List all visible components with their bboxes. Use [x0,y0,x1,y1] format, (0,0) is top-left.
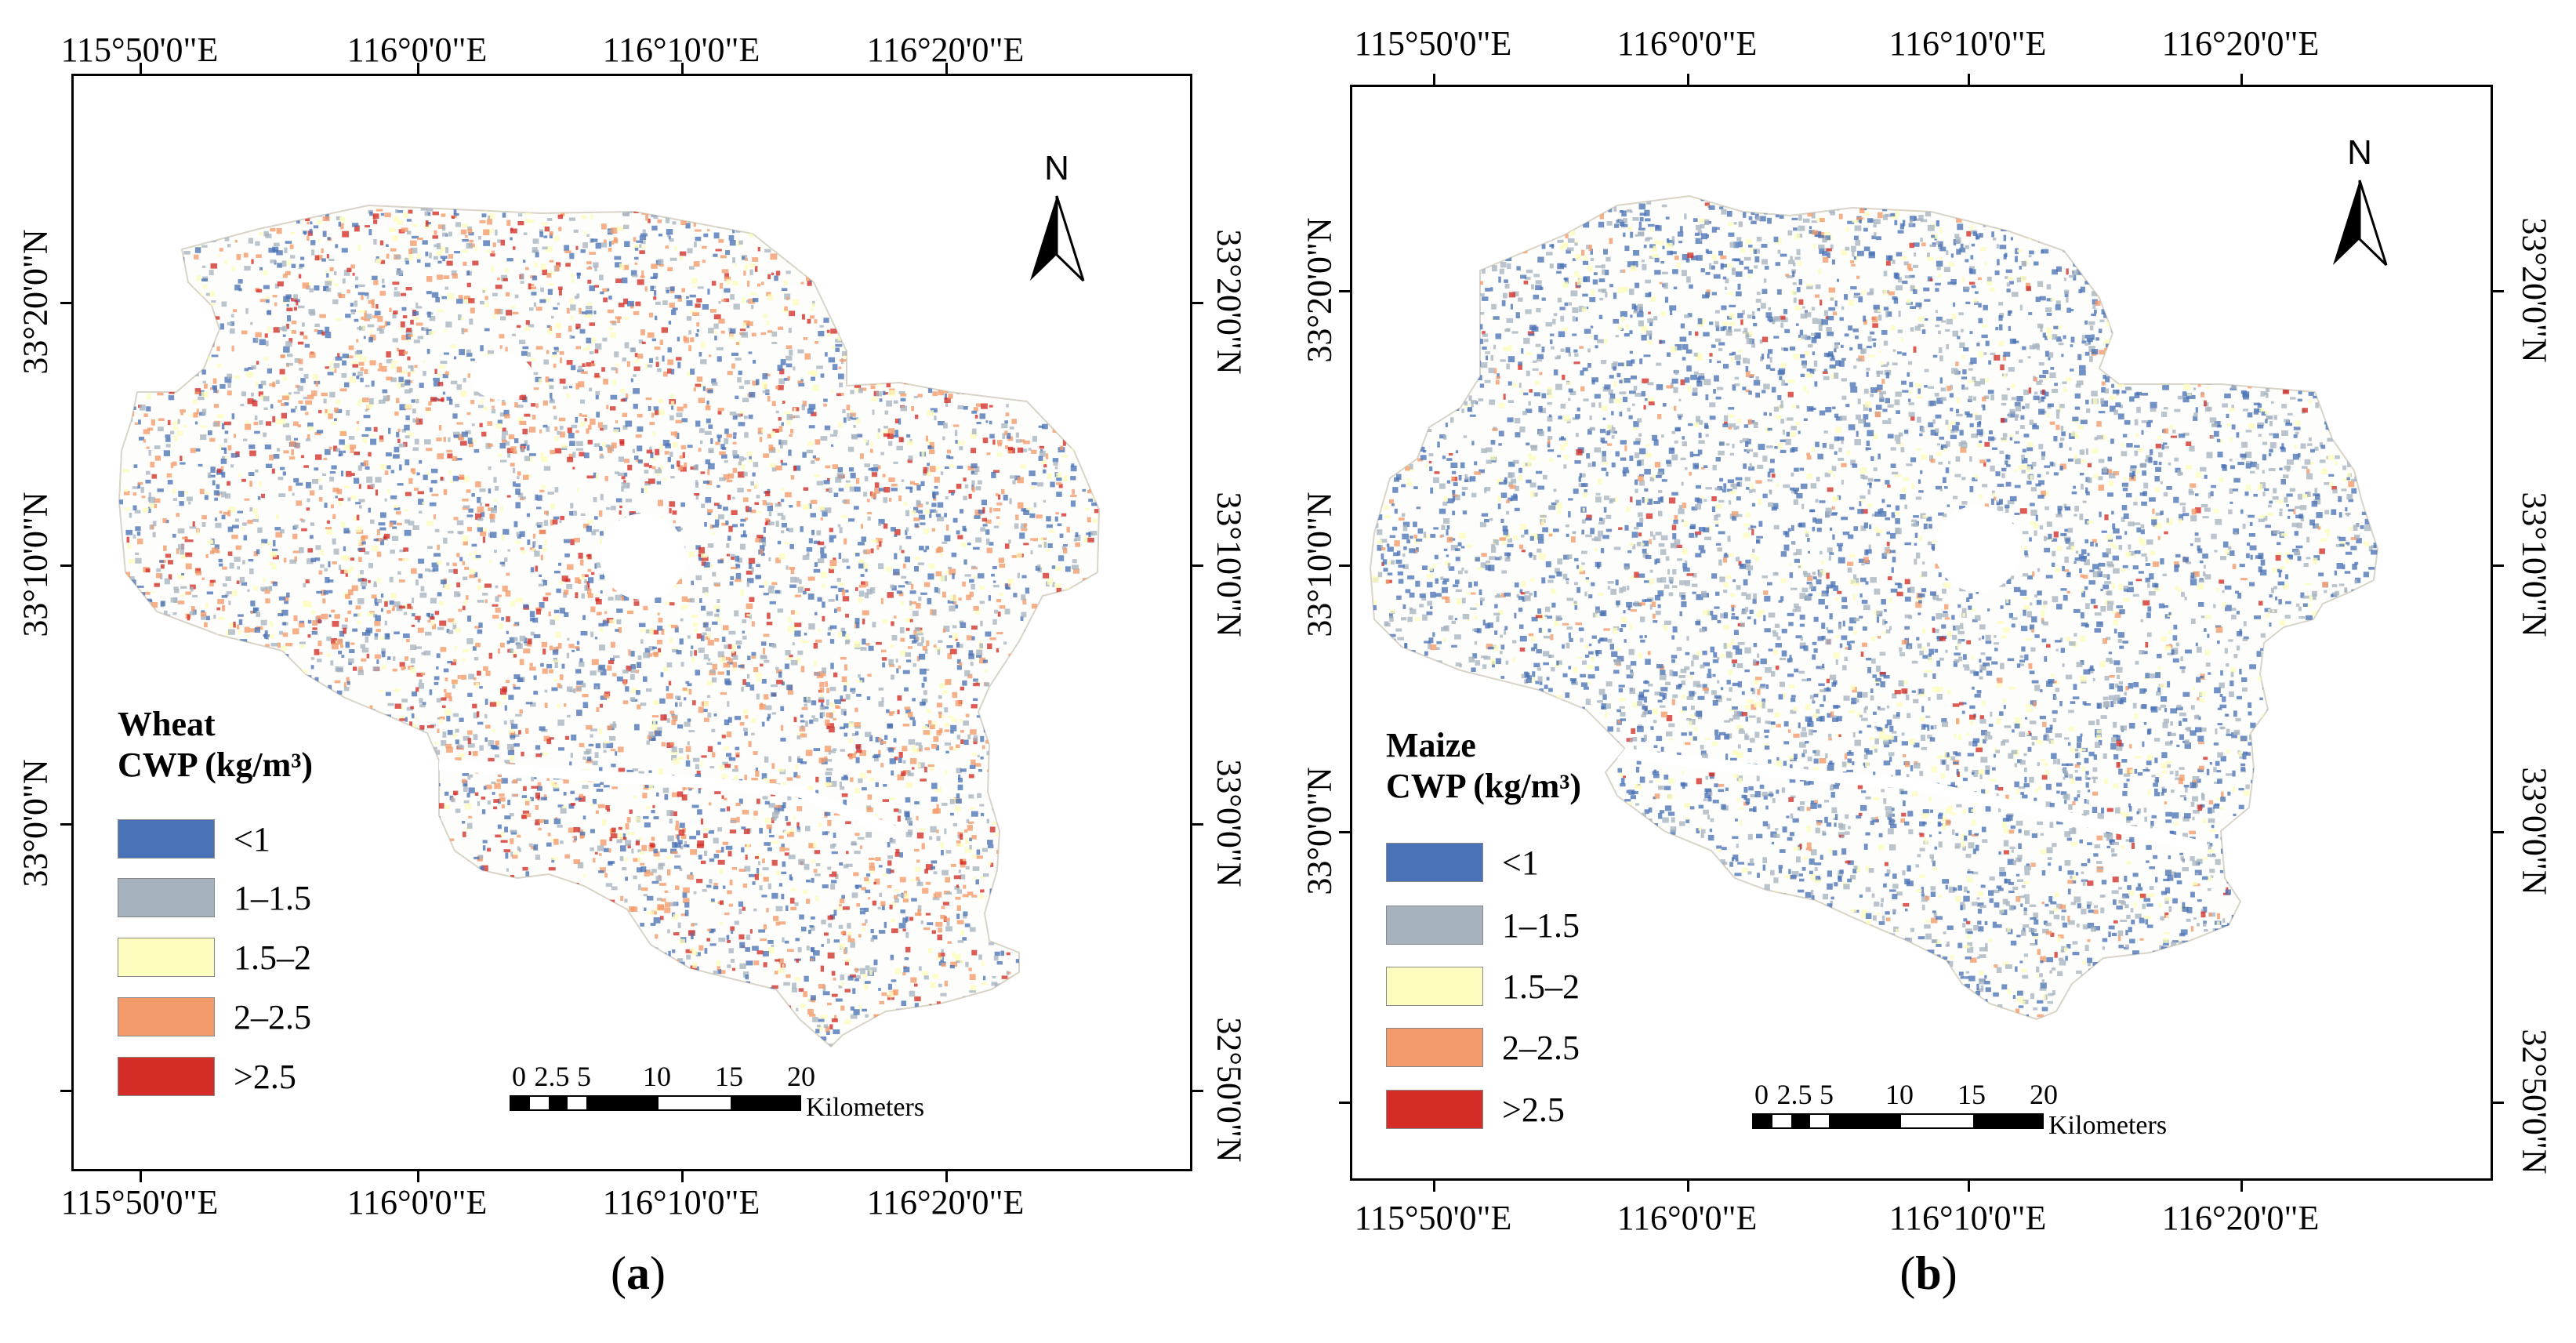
lon-label-top-2: 116°0'0"E [1616,24,1758,63]
lat-label-right-3: 33°0'0"N [2515,767,2554,895]
region-outline [118,204,1101,1048]
lat-label-left-1: 33°20'0"N [16,229,55,375]
study-area-map [118,204,1101,1048]
lon-label-bottom-4: 116°20'0"E [866,1183,1025,1221]
lat-label-right-3: 33°0'0"N [1210,759,1249,887]
lat-label-left-2: 33°10'0"N [16,492,55,637]
urban-gap [1935,506,2021,592]
lat-label-left-2: 33°10'0"N [1300,492,1339,637]
panel-a: 115°50'0"E 116°0'0"E 116°10'0"E 116°20'0… [16,31,1249,1299]
legend-swatch [118,938,215,977]
panel-b: 115°50'0"E 116°0'0"E 116°10'0"E 116°20'0… [1288,0,2576,1343]
north-letter: N [1044,149,1069,187]
lat-label-left-3: 33°0'0"N [16,759,55,887]
legend-swatch [118,819,215,858]
legend-item: 1.5–2 [118,938,311,977]
legend-title: Maize CWP (kg/m³) [1386,726,1582,805]
scale-bar: 0 2.5 5 10 15 20 Kilometers [1752,1078,2222,1140]
legend-item: 2–2.5 [1386,1028,1580,1067]
lon-label-top-2: 116°0'0"E [346,31,488,69]
legend-item: >2.5 [118,1057,296,1096]
urban-gap [600,514,686,600]
legend-swatch [1386,1028,1483,1067]
lon-label-bottom-2: 116°0'0"E [346,1183,488,1221]
legend-item: <1 [118,819,270,858]
lat-label-right-1: 33°20'0"N [1210,229,1249,375]
lat-label-right-2: 33°10'0"N [1210,492,1249,637]
legend-item: 2–2.5 [118,997,311,1036]
legend-swatch [1386,843,1483,882]
lon-label-bottom-3: 116°10'0"E [602,1183,760,1221]
lat-label-right-2: 33°10'0"N [2515,492,2554,637]
legend-item: <1 [1386,843,1539,882]
study-area-map [1369,194,2379,1021]
legend-swatch [1386,1090,1483,1129]
north-arrow: N [2328,133,2391,267]
panel-caption: (b) [1899,1247,1957,1299]
urban-gap [2350,717,2378,757]
north-arrow-icon [1030,195,1085,282]
lat-label-right-4: 32°50'0"N [2515,1029,2554,1174]
legend-swatch [118,878,215,917]
lon-label-top-1: 115°50'0"E [60,31,219,69]
lat-label-left-3: 33°0'0"N [1300,767,1339,895]
lat-label-right-1: 33°20'0"N [2515,217,2554,363]
legend-title: Wheat CWP (kg/m³) [118,705,314,784]
scale-bar: 0 2.5 5 10 15 20 Kilometers [510,1060,980,1122]
lat-label-left-1: 33°20'0"N [1300,217,1339,363]
north-arrow-icon [2333,180,2388,267]
legend-item: 1–1.5 [1386,906,1580,945]
north-arrow: N [1025,149,1088,282]
lon-label-top-3: 116°10'0"E [1888,24,2047,63]
legend-item: 1–1.5 [118,878,311,917]
lon-label-top-1: 115°50'0"E [1354,24,1512,63]
lon-label-bottom-3: 116°10'0"E [1888,1199,2047,1237]
north-letter: N [2347,133,2372,172]
lon-label-bottom-4: 116°20'0"E [2161,1199,2320,1237]
legend-swatch [1386,906,1483,945]
legend-item: >2.5 [1386,1090,1565,1129]
lon-label-top-4: 116°20'0"E [2161,24,2320,63]
urban-gap [470,353,533,400]
river [1616,747,2207,852]
river [438,759,896,837]
legend-item: 1.5–2 [1386,967,1580,1006]
lon-label-bottom-2: 116°0'0"E [1616,1199,1758,1237]
lon-label-bottom-1: 115°50'0"E [1354,1199,1512,1237]
lat-label-right-4: 32°50'0"N [1210,1017,1249,1163]
legend-swatch [1386,967,1483,1006]
legend-swatch [118,1057,215,1096]
legend-swatch [118,997,215,1036]
lon-label-top-4: 116°20'0"E [866,31,1025,69]
lon-label-top-3: 116°10'0"E [602,31,760,69]
lon-label-bottom-1: 115°50'0"E [60,1183,219,1221]
panel-caption: (a) [611,1247,666,1299]
